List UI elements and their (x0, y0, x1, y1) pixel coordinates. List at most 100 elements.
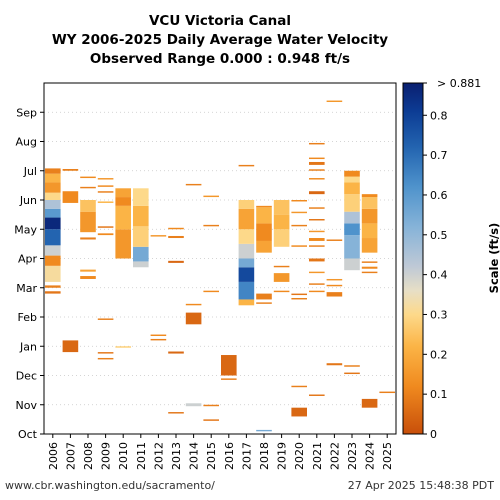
heatmap-cell-2013 (168, 235, 184, 239)
heatmap-cell-2017 (238, 258, 255, 268)
heatmap-cell-2016 (221, 355, 237, 376)
heatmap-cell-2024 (361, 197, 378, 209)
colorbar-axis-label: Scale (ft/s) (487, 223, 500, 294)
heatmap-cell-2021 (309, 178, 325, 180)
x-tick-label-2022: 2022 (328, 442, 341, 470)
heatmap-cell-2020 (291, 224, 307, 227)
heatmap-cell-2021 (309, 283, 325, 285)
heatmap-cell-2017 (238, 267, 255, 282)
heatmap-cells (45, 100, 395, 432)
heatmap-cell-2008 (80, 176, 96, 179)
heatmap-cell-2010 (115, 229, 131, 259)
heatmap-cell-2021 (309, 238, 325, 241)
heatmap-cell-2021 (309, 161, 325, 165)
heatmap-cell-2024 (361, 261, 378, 263)
heatmap-cell-2014 (185, 183, 202, 186)
x-tick-label-2020: 2020 (293, 442, 306, 470)
heatmap-cell-2009 (97, 226, 114, 228)
x-tick-label-2025: 2025 (381, 442, 394, 470)
x-tick-label-2008: 2008 (82, 442, 95, 470)
heatmap-cell-2021 (309, 207, 325, 209)
heatmap-cell-2022 (326, 278, 343, 281)
heatmap-cell-2010 (115, 197, 131, 206)
y-tick-label-dec: Dec (16, 370, 37, 383)
heatmap-cell-2015 (203, 290, 219, 293)
colorbar-tick-label: 0.1 (430, 388, 448, 401)
heatmap-cell-2023 (344, 176, 360, 183)
y-tick-label-nov: Nov (16, 399, 38, 412)
x-axis-ticks: 2006 2007 2008 2009 2010 2011 2012 2013 2014 2015… (47, 434, 394, 470)
heatmap-cell-2006 (45, 168, 61, 174)
heatmap-cell-2024 (361, 238, 378, 253)
heatmap-cell-2023 (344, 211, 360, 224)
heatmap-cell-2006 (45, 255, 61, 266)
heatmap-cell-2010 (115, 205, 131, 230)
heatmap-cell-2013 (168, 227, 184, 230)
heatmap-cell-2018 (256, 223, 272, 241)
heatmap-cell-2017 (238, 243, 255, 259)
heatmap-cell-2017 (238, 299, 255, 306)
heatmap-cell-2009 (97, 233, 114, 236)
heatmap-cell-2023 (344, 235, 360, 259)
heatmap-cell-2009 (97, 178, 114, 180)
chart-title-line-3: Observed Range 0.000 : 0.948 ft/s (90, 51, 350, 67)
colorbar-gradient (402, 82, 424, 435)
x-tick-label-2013: 2013 (170, 442, 183, 470)
y-tick-label-apr: Apr (18, 253, 38, 266)
heatmap-cell-2008 (80, 186, 96, 189)
heatmap-cell-2011 (133, 226, 149, 247)
heatmap-cell-2011 (133, 261, 149, 268)
x-tick-label-2012: 2012 (152, 442, 165, 470)
x-tick-label-2011: 2011 (135, 442, 148, 470)
heatmap-cell-2021 (309, 245, 325, 247)
heatmap-cell-2019 (273, 229, 290, 247)
x-tick-label-2006: 2006 (47, 442, 60, 470)
colorbar-ticks: 0 0.1 0.2 0.3 0.4 0.5 0.6 0.7 0.8 (423, 82, 448, 441)
heatmap-cell-2022 (326, 363, 343, 366)
heatmap-cell-2022 (326, 284, 343, 287)
heatmap-cell-2021 (309, 157, 325, 160)
heatmap-cell-2007 (62, 340, 79, 353)
heatmap-cell-2020 (291, 245, 307, 247)
heatmap-cell-2021 (309, 394, 325, 396)
heatmap-cell-2023 (344, 365, 360, 367)
heatmap-cell-2020 (291, 200, 307, 202)
colorbar-tick-label: 0.2 (430, 348, 448, 361)
heatmap-cell-2024 (361, 266, 378, 269)
heatmap-cell-2010 (115, 188, 131, 198)
x-tick-label-2018: 2018 (258, 442, 271, 470)
colorbar: 0 0.1 0.2 0.3 0.4 0.5 0.6 0.7 0.8 > 0.881 Scale … (402, 77, 500, 441)
heatmap-cell-2021 (309, 290, 325, 293)
heatmap-cell-2012 (150, 338, 167, 341)
heatmap-cell-2021 (309, 142, 325, 145)
plot-area: Oct Nov Dec Jan Feb Mar Apr May Jun Jul Aug Sep 200… (14, 82, 397, 470)
y-tick-label-sep: Sep (16, 106, 37, 119)
x-tick-label-2014: 2014 (188, 442, 201, 470)
heatmap-cell-2020 (291, 407, 307, 417)
heatmap-cell-2017 (238, 229, 255, 244)
heatmap-cell-2020 (291, 297, 307, 300)
heatmap-cell-2014 (185, 403, 202, 407)
heatmap-cell-2025 (379, 391, 395, 394)
x-tick-label-2021: 2021 (311, 442, 324, 470)
heatmap-cell-2011 (133, 188, 149, 206)
heatmap-cell-2015 (203, 195, 219, 198)
heatmap-cell-2006 (45, 200, 61, 209)
heatmap-cell-2006 (45, 173, 61, 183)
heatmap-cell-2013 (168, 412, 184, 414)
heatmap-cell-2009 (97, 201, 114, 203)
heatmap-cell-2017 (238, 200, 255, 209)
x-tick-label-2024: 2024 (364, 442, 377, 470)
heatmap-cell-2023 (344, 182, 360, 195)
heatmap-cell-2023 (344, 258, 360, 271)
heatmap-cell-2024 (361, 398, 378, 408)
heatmap-cell-2022 (326, 292, 343, 297)
heatmap-cell-2017 (238, 164, 255, 167)
heatmap-cell-2015 (203, 404, 219, 407)
y-tick-label-oct: Oct (18, 428, 38, 441)
colorbar-tick-label: 0.3 (430, 308, 448, 321)
y-tick-label-feb: Feb (18, 311, 37, 324)
x-tick-label-2023: 2023 (346, 442, 359, 470)
colorbar-tick-label: 0.5 (430, 229, 448, 242)
